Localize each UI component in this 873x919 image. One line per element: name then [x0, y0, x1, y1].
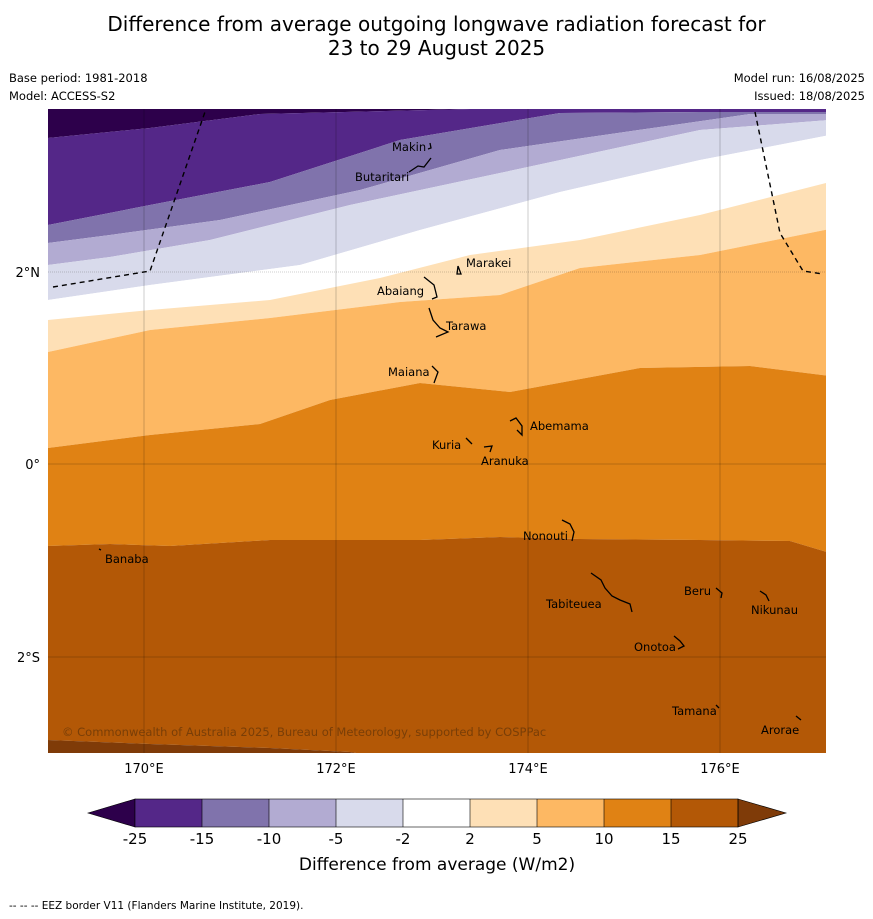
label-onotoa: Onotoa	[634, 640, 676, 654]
island-tarawa	[428, 307, 450, 338]
colorbar-tick-4: -2	[396, 830, 411, 848]
label-butaritari: Butaritari	[355, 170, 409, 184]
colorbar-box-1	[135, 799, 202, 827]
band-below-25	[48, 109, 826, 138]
colorbar-tick-0: -25	[123, 830, 148, 848]
colorbar-extend-high	[737, 798, 788, 828]
meta-right: Model run: 16/08/2025 Issued: 18/08/2025	[734, 69, 865, 105]
label-marakei: Marakei	[466, 256, 511, 270]
island-butaritari	[408, 157, 432, 173]
island-maiana	[431, 365, 439, 384]
colorbar-frame	[134, 798, 739, 828]
colorbar-box-2	[202, 799, 269, 827]
lat-label-0: 0°	[25, 458, 40, 473]
colorbar-title: Difference from average (W/m2)	[299, 855, 575, 875]
label-nonouti: Nonouti	[523, 529, 568, 543]
island-banaba	[98, 548, 102, 551]
label-beru: Beru	[684, 584, 711, 598]
label-tarawa: Tarawa	[445, 319, 486, 333]
map-title: Difference from average outgoing longwav…	[0, 12, 873, 60]
issued-date: Issued: 18/08/2025	[754, 89, 865, 103]
colorbar-extend-low	[86, 798, 136, 828]
island-marakei	[456, 265, 462, 275]
colorbar-tick-6: 5	[532, 830, 542, 848]
colorbar-tick-9: 25	[728, 830, 747, 848]
label-tamana: Tamana	[671, 704, 717, 718]
model-name: Model: ACCESS-S2	[9, 89, 116, 103]
label-aranuka: Aranuka	[481, 454, 529, 468]
label-abaiang: Abaiang	[377, 284, 424, 298]
label-tabiteuea: Tabiteuea	[545, 597, 602, 611]
island-beru	[715, 587, 723, 599]
band-5-10	[48, 229, 826, 448]
band-5-2	[48, 120, 826, 300]
eez-border-east	[754, 111, 824, 275]
colorbar-box-7	[537, 799, 604, 827]
label-maiana: Maiana	[388, 365, 430, 379]
copyright-notice: © Commonwealth of Australia 2025, Bureau…	[62, 725, 546, 739]
island-aranuka	[483, 445, 493, 453]
label-makin: Makin	[392, 140, 426, 154]
band-15-25	[48, 537, 826, 753]
band-2-5	[48, 183, 826, 352]
island-tamana	[715, 704, 720, 709]
gridlines	[48, 109, 826, 753]
lat-label-2n: 2°N	[16, 266, 41, 281]
colorbar-box-4	[336, 799, 403, 827]
lat-label-2s: 2°S	[17, 651, 40, 666]
colorbar-box-9	[671, 799, 738, 827]
colorbar-box-3	[269, 799, 336, 827]
colorbar-tick-8: 15	[661, 830, 680, 848]
island-arorae	[795, 715, 802, 721]
lon-label-174e: 174°E	[508, 762, 548, 777]
label-nikunau: Nikunau	[751, 603, 798, 617]
island-tabiteuea	[590, 572, 633, 613]
band-2-minus2	[48, 135, 826, 320]
colorbar-tick-3: -5	[329, 830, 344, 848]
colorbar-tick-5: 2	[465, 830, 475, 848]
island-nonouti	[561, 519, 575, 542]
map-panel: Makin Butaritari Marakei Abaiang Tarawa …	[48, 109, 826, 753]
eez-footnote: -- -- -- EEZ border V11 (Flanders Marine…	[9, 900, 304, 912]
island-abaiang	[423, 276, 438, 300]
meta-left: Base period: 1981-2018 Model: ACCESS-S2	[9, 69, 148, 105]
band-above-25	[48, 740, 357, 753]
label-banaba: Banaba	[105, 552, 149, 566]
colorbar: -25 -15 -10 -5 -2 2 5 10 15 25 Differenc…	[86, 798, 788, 875]
model-run: Model run: 16/08/2025	[733, 71, 865, 85]
title-line-1: Difference from average outgoing longwav…	[107, 12, 766, 36]
title-line-2: 23 to 29 August 2025	[327, 36, 546, 60]
lon-label-170e: 170°E	[124, 762, 164, 777]
lon-label-176e: 176°E	[700, 762, 740, 777]
colorbar-box-5	[403, 799, 470, 827]
band-10-15	[48, 366, 826, 552]
colorbar-tick-2: -10	[257, 830, 282, 848]
band-25-15	[48, 109, 826, 225]
island-nikunau	[759, 590, 770, 602]
colorbar-box-8	[604, 799, 671, 827]
colorbar-tick-1: -15	[190, 830, 215, 848]
island-onotoa	[673, 635, 686, 650]
island-makin	[427, 142, 432, 150]
lon-label-172e: 172°E	[316, 762, 356, 777]
label-arorae: Arorae	[761, 723, 799, 737]
base-period: Base period: 1981-2018	[9, 71, 148, 85]
islands	[98, 142, 802, 721]
island-abemama	[509, 417, 523, 437]
label-kuria: Kuria	[432, 438, 461, 452]
band-10-5	[48, 114, 826, 265]
island-kuria	[465, 437, 473, 445]
label-abemama: Abemama	[530, 419, 589, 433]
colorbar-tick-7: 10	[594, 830, 613, 848]
band-15-10	[48, 112, 826, 243]
colorbar-box-6	[470, 799, 537, 827]
